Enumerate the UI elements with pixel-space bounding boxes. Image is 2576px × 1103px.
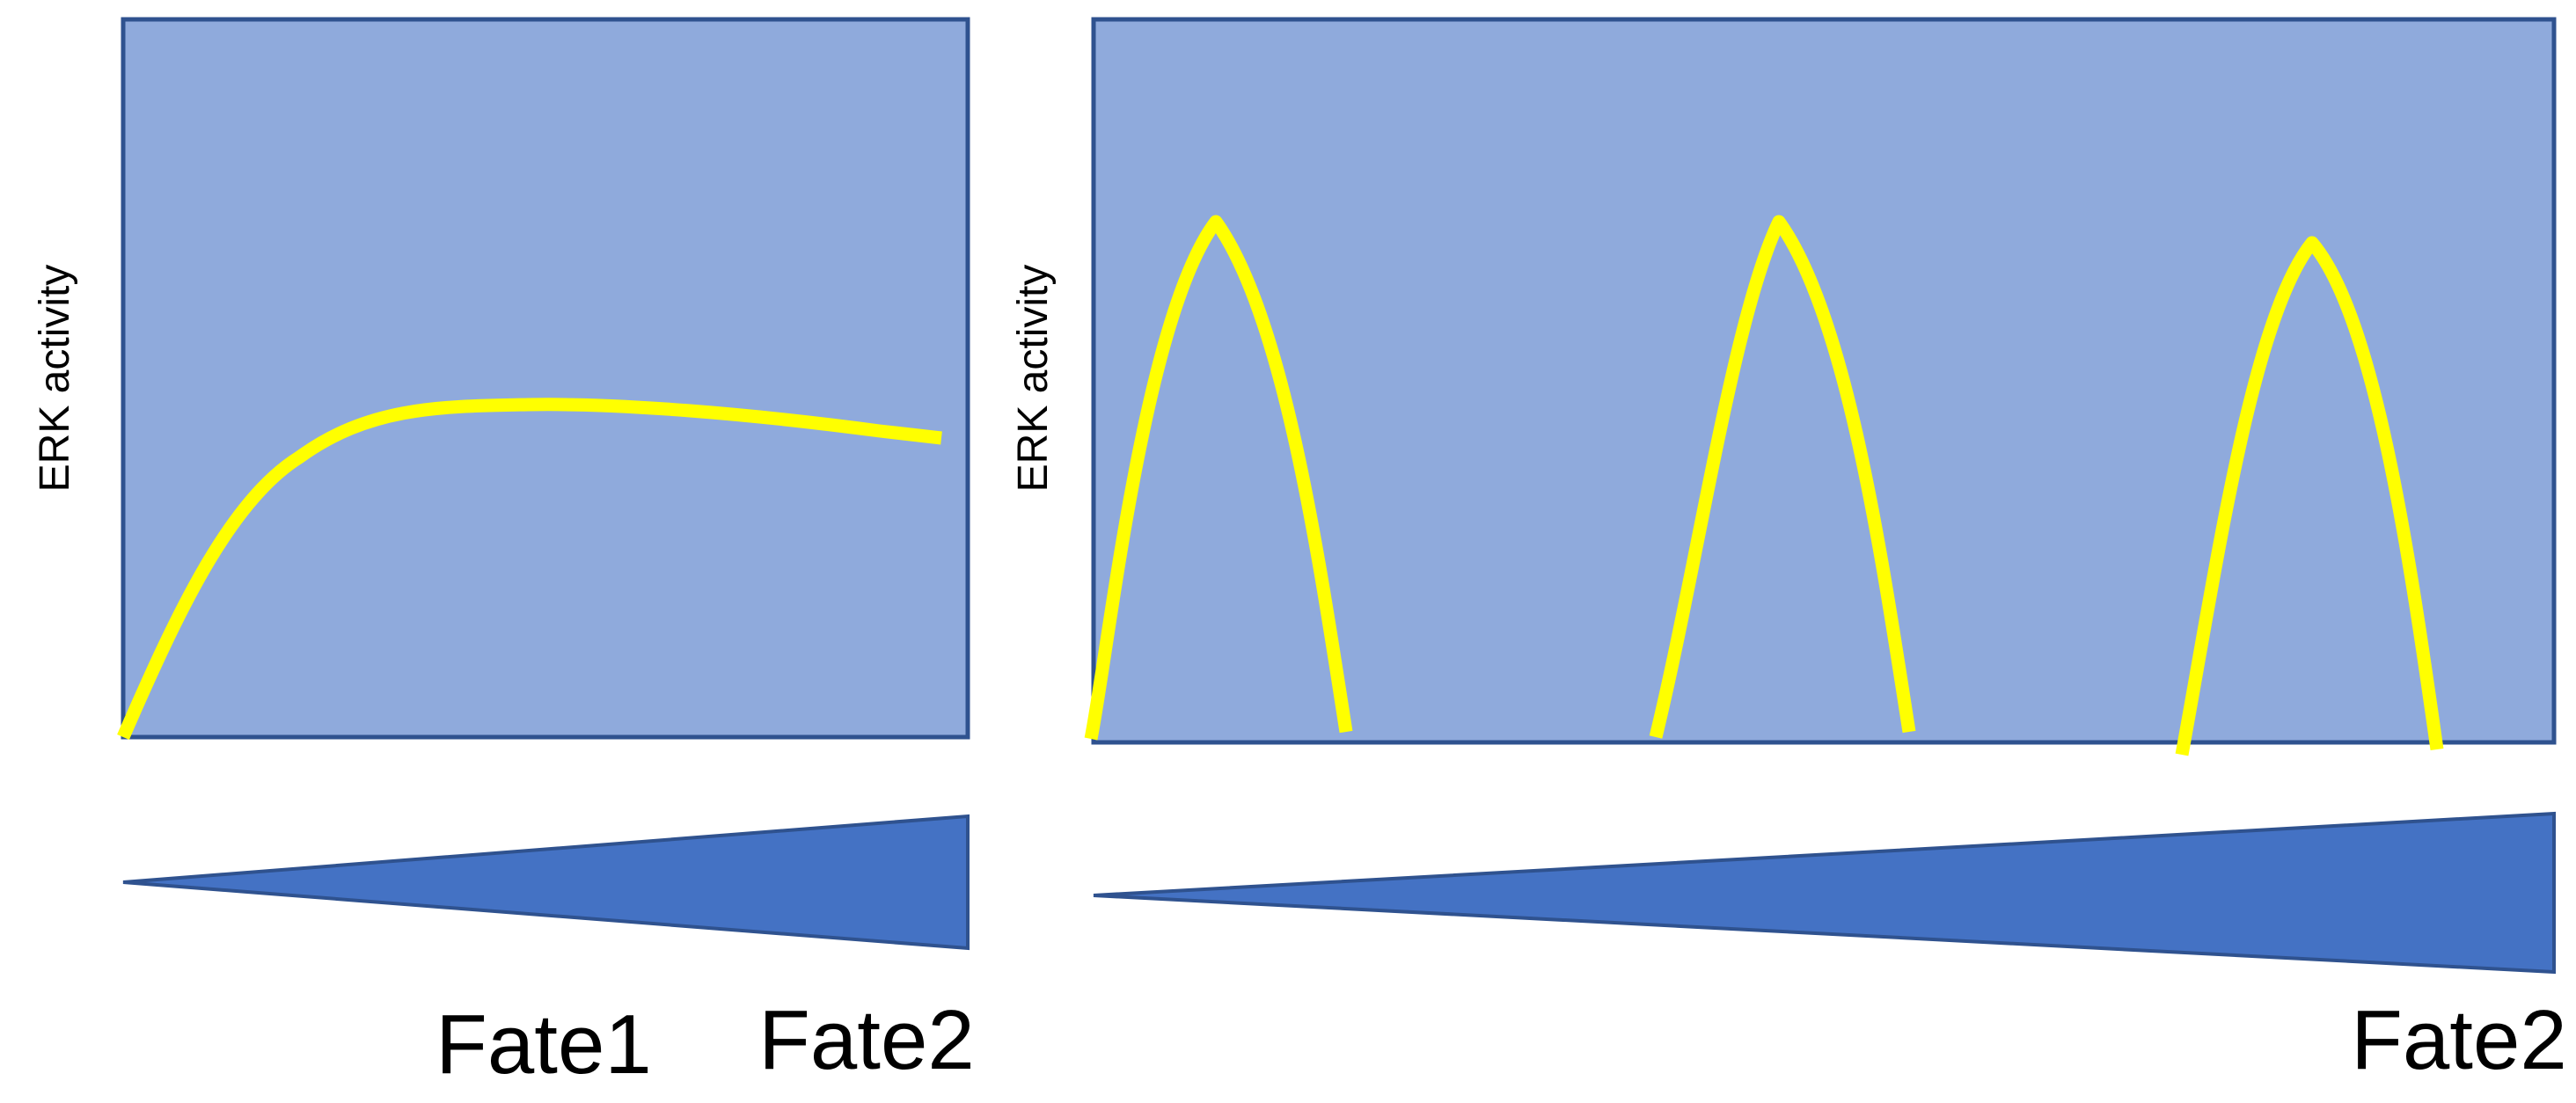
left-fate1-label: Fate1 xyxy=(435,997,651,1092)
left-panel: ERK activity Fate1 Fate2 xyxy=(32,17,975,1092)
right-pulse-2 xyxy=(1649,215,1916,739)
right-pulse-3 xyxy=(2175,236,2444,756)
right-pulse-1 xyxy=(1084,215,1353,741)
right-plot-area xyxy=(1091,17,2557,745)
right-y-axis-label: ERK activity xyxy=(1010,265,1057,493)
right-panel: ERK activity Fate2 xyxy=(1010,17,2567,1087)
left-y-axis-label: ERK activity xyxy=(32,265,78,493)
left-plot-area xyxy=(121,17,970,740)
right-gradient-wedge xyxy=(1093,811,2556,975)
left-fate2-label: Fate2 xyxy=(758,993,974,1087)
left-sustained-curve xyxy=(117,398,942,740)
right-fate2-label: Fate2 xyxy=(2351,993,2566,1087)
left-gradient-wedge xyxy=(122,814,970,951)
